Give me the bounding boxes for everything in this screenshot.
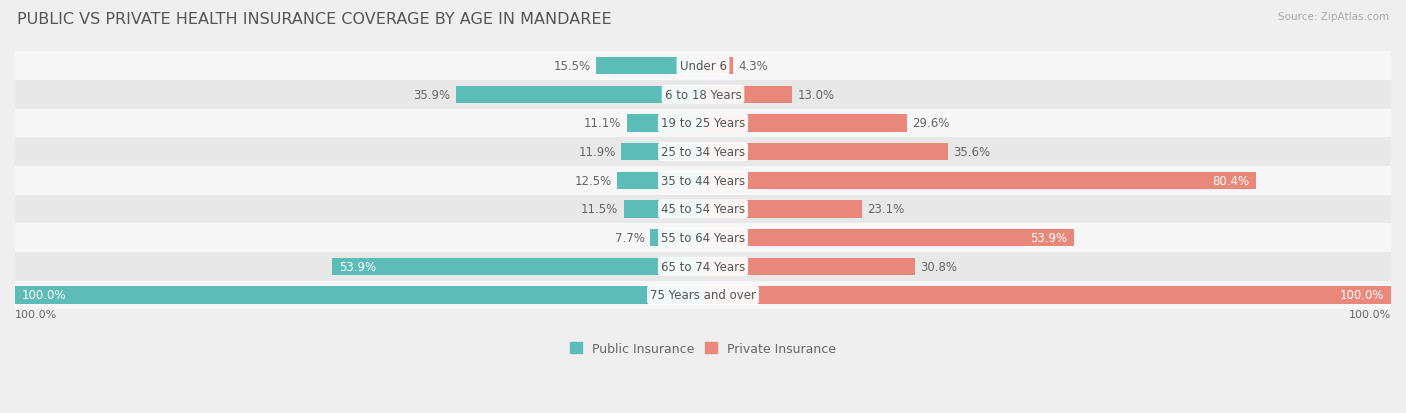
Text: 25 to 34 Years: 25 to 34 Years [661, 146, 745, 159]
Text: 100.0%: 100.0% [15, 309, 58, 320]
Text: Source: ZipAtlas.com: Source: ZipAtlas.com [1278, 12, 1389, 22]
Bar [650, 230, 703, 247]
Bar [703, 115, 907, 132]
Text: PUBLIC VS PRIVATE HEALTH INSURANCE COVERAGE BY AGE IN MANDAREE: PUBLIC VS PRIVATE HEALTH INSURANCE COVER… [17, 12, 612, 27]
Text: 35.6%: 35.6% [953, 146, 991, 159]
Text: 11.5%: 11.5% [581, 203, 619, 216]
Bar [703, 144, 948, 161]
Text: 100.0%: 100.0% [1348, 309, 1391, 320]
Bar [703, 230, 1074, 247]
Text: 23.1%: 23.1% [868, 203, 904, 216]
Text: 11.9%: 11.9% [578, 146, 616, 159]
Bar [624, 201, 703, 218]
Text: 65 to 74 Years: 65 to 74 Years [661, 260, 745, 273]
Text: 80.4%: 80.4% [1212, 174, 1250, 188]
Bar [15, 224, 1391, 252]
Bar [15, 81, 1391, 109]
Text: 6 to 18 Years: 6 to 18 Years [665, 88, 741, 102]
Text: 29.6%: 29.6% [912, 117, 949, 130]
Text: 35 to 44 Years: 35 to 44 Years [661, 174, 745, 188]
Text: 19 to 25 Years: 19 to 25 Years [661, 117, 745, 130]
Text: Under 6: Under 6 [679, 60, 727, 73]
Bar [15, 287, 703, 304]
Bar [15, 138, 1391, 166]
Text: 11.1%: 11.1% [583, 117, 621, 130]
Text: 100.0%: 100.0% [1340, 289, 1384, 302]
Bar [703, 287, 1391, 304]
Text: 53.9%: 53.9% [339, 260, 377, 273]
Text: 35.9%: 35.9% [413, 88, 450, 102]
Bar [627, 115, 703, 132]
Bar [703, 258, 915, 275]
Bar [596, 58, 703, 75]
Bar [15, 109, 1391, 138]
Bar [621, 144, 703, 161]
Text: 15.5%: 15.5% [554, 60, 591, 73]
Text: 55 to 64 Years: 55 to 64 Years [661, 232, 745, 244]
Bar [15, 195, 1391, 224]
Bar [703, 86, 793, 104]
Bar [703, 201, 862, 218]
Bar [703, 58, 733, 75]
Bar [332, 258, 703, 275]
Bar [15, 252, 1391, 281]
Text: 7.7%: 7.7% [614, 232, 644, 244]
Text: 12.5%: 12.5% [574, 174, 612, 188]
Text: 30.8%: 30.8% [921, 260, 957, 273]
Text: 45 to 54 Years: 45 to 54 Years [661, 203, 745, 216]
Text: 75 Years and over: 75 Years and over [650, 289, 756, 302]
Bar [15, 52, 1391, 81]
Bar [15, 281, 1391, 309]
Text: 13.0%: 13.0% [799, 88, 835, 102]
Text: 4.3%: 4.3% [738, 60, 768, 73]
Bar [703, 172, 1256, 190]
Bar [617, 172, 703, 190]
Text: 53.9%: 53.9% [1029, 232, 1067, 244]
Bar [15, 166, 1391, 195]
Bar [456, 86, 703, 104]
Legend: Public Insurance, Private Insurance: Public Insurance, Private Insurance [565, 337, 841, 360]
Text: 100.0%: 100.0% [22, 289, 66, 302]
